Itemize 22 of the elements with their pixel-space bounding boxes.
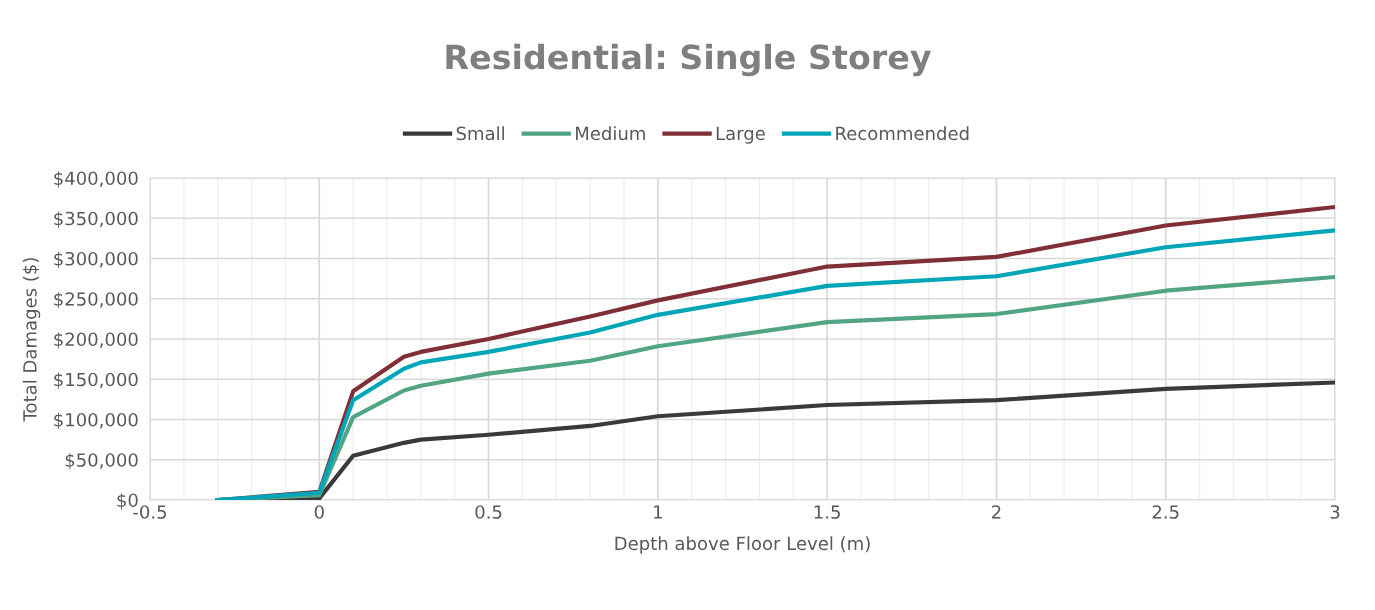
y-tick-label: $50,000 xyxy=(65,452,138,470)
y-tick-label: $350,000 xyxy=(54,211,138,228)
legend-label: Recommended xyxy=(836,126,969,141)
x-axis-title: Depth above Floor Level (m) xyxy=(615,536,870,554)
x-tick-label: 0 xyxy=(314,505,324,519)
legend-label: Medium xyxy=(576,126,645,141)
x-tick-label: 2 xyxy=(992,505,1001,519)
y-axis-title: Total Damages ($) xyxy=(22,258,41,422)
x-tick-label: 1.5 xyxy=(814,505,840,519)
chart-title: Residential: Single Storey xyxy=(446,43,932,77)
y-tick-label: $150,000 xyxy=(54,372,138,389)
x-tick-label: 0.5 xyxy=(475,505,502,519)
x-tick-label: 1 xyxy=(654,505,662,519)
y-tick-label: $200,000 xyxy=(54,332,138,349)
y-tick-label: $100,000 xyxy=(54,412,138,430)
x-tick-label: 2.5 xyxy=(1152,505,1179,519)
y-tick-label: $300,000 xyxy=(54,251,138,269)
y-tick-label: $250,000 xyxy=(54,291,138,309)
y-tick-label: $400,000 xyxy=(54,171,138,188)
x-tick-label: 3 xyxy=(1330,505,1340,519)
legend-label: Large xyxy=(716,126,765,144)
legend-label: Small xyxy=(456,126,504,141)
